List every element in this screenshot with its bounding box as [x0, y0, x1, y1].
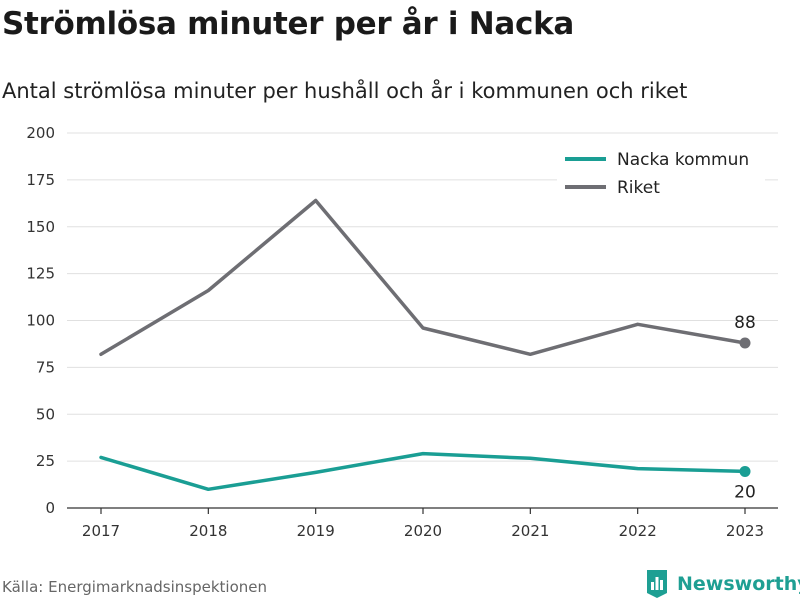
series-line-riket — [99, 198, 747, 357]
y-tick-label-175: 175 — [26, 171, 55, 189]
brand-logo: Newsworthy — [645, 569, 800, 599]
x-tick-label-2023: 2023 — [726, 522, 764, 540]
source-note: Källa: Energimarknadsinspektionen — [2, 578, 268, 596]
legend: Nacka kommun Riket — [557, 145, 765, 203]
y-tick-label-125: 125 — [26, 265, 55, 283]
y-tick-label-0: 0 — [45, 499, 55, 517]
y-tick-label-25: 25 — [36, 452, 55, 470]
x-tick-label-2021: 2021 — [511, 522, 549, 540]
x-tick-label-2018: 2018 — [189, 522, 227, 540]
y-tick-label-75: 75 — [36, 358, 55, 376]
y-tick-label-50: 50 — [36, 405, 55, 423]
chart-subtitle: Antal strömlösa minuter per hushåll och … — [2, 79, 688, 103]
y-tick-label-200: 200 — [26, 124, 55, 142]
y-tick-label-100: 100 — [26, 312, 55, 330]
data-label-riket: 88 — [734, 313, 756, 333]
legend-label-nacka: Nacka kommun — [617, 150, 749, 170]
data-label-nacka: 20 — [734, 482, 756, 502]
x-tick-label-2020: 2020 — [404, 522, 442, 540]
brand-name: Newsworthy — [677, 573, 800, 595]
legend-label-riket: Riket — [617, 178, 660, 198]
chart-title: Strömlösa minuter per år i Nacka — [2, 6, 574, 42]
series-end-point-riket — [739, 337, 751, 349]
series-layer — [99, 198, 751, 492]
x-tick-label-2017: 2017 — [82, 522, 120, 540]
y-tick-label-150: 150 — [26, 218, 55, 236]
x-tick-label-2022: 2022 — [619, 522, 657, 540]
legend-background — [557, 145, 765, 203]
series-end-point-nacka — [739, 465, 751, 477]
bar-chart-logo-icon — [647, 570, 667, 598]
x-tick-label-2019: 2019 — [297, 522, 335, 540]
series-line-nacka — [99, 451, 747, 492]
